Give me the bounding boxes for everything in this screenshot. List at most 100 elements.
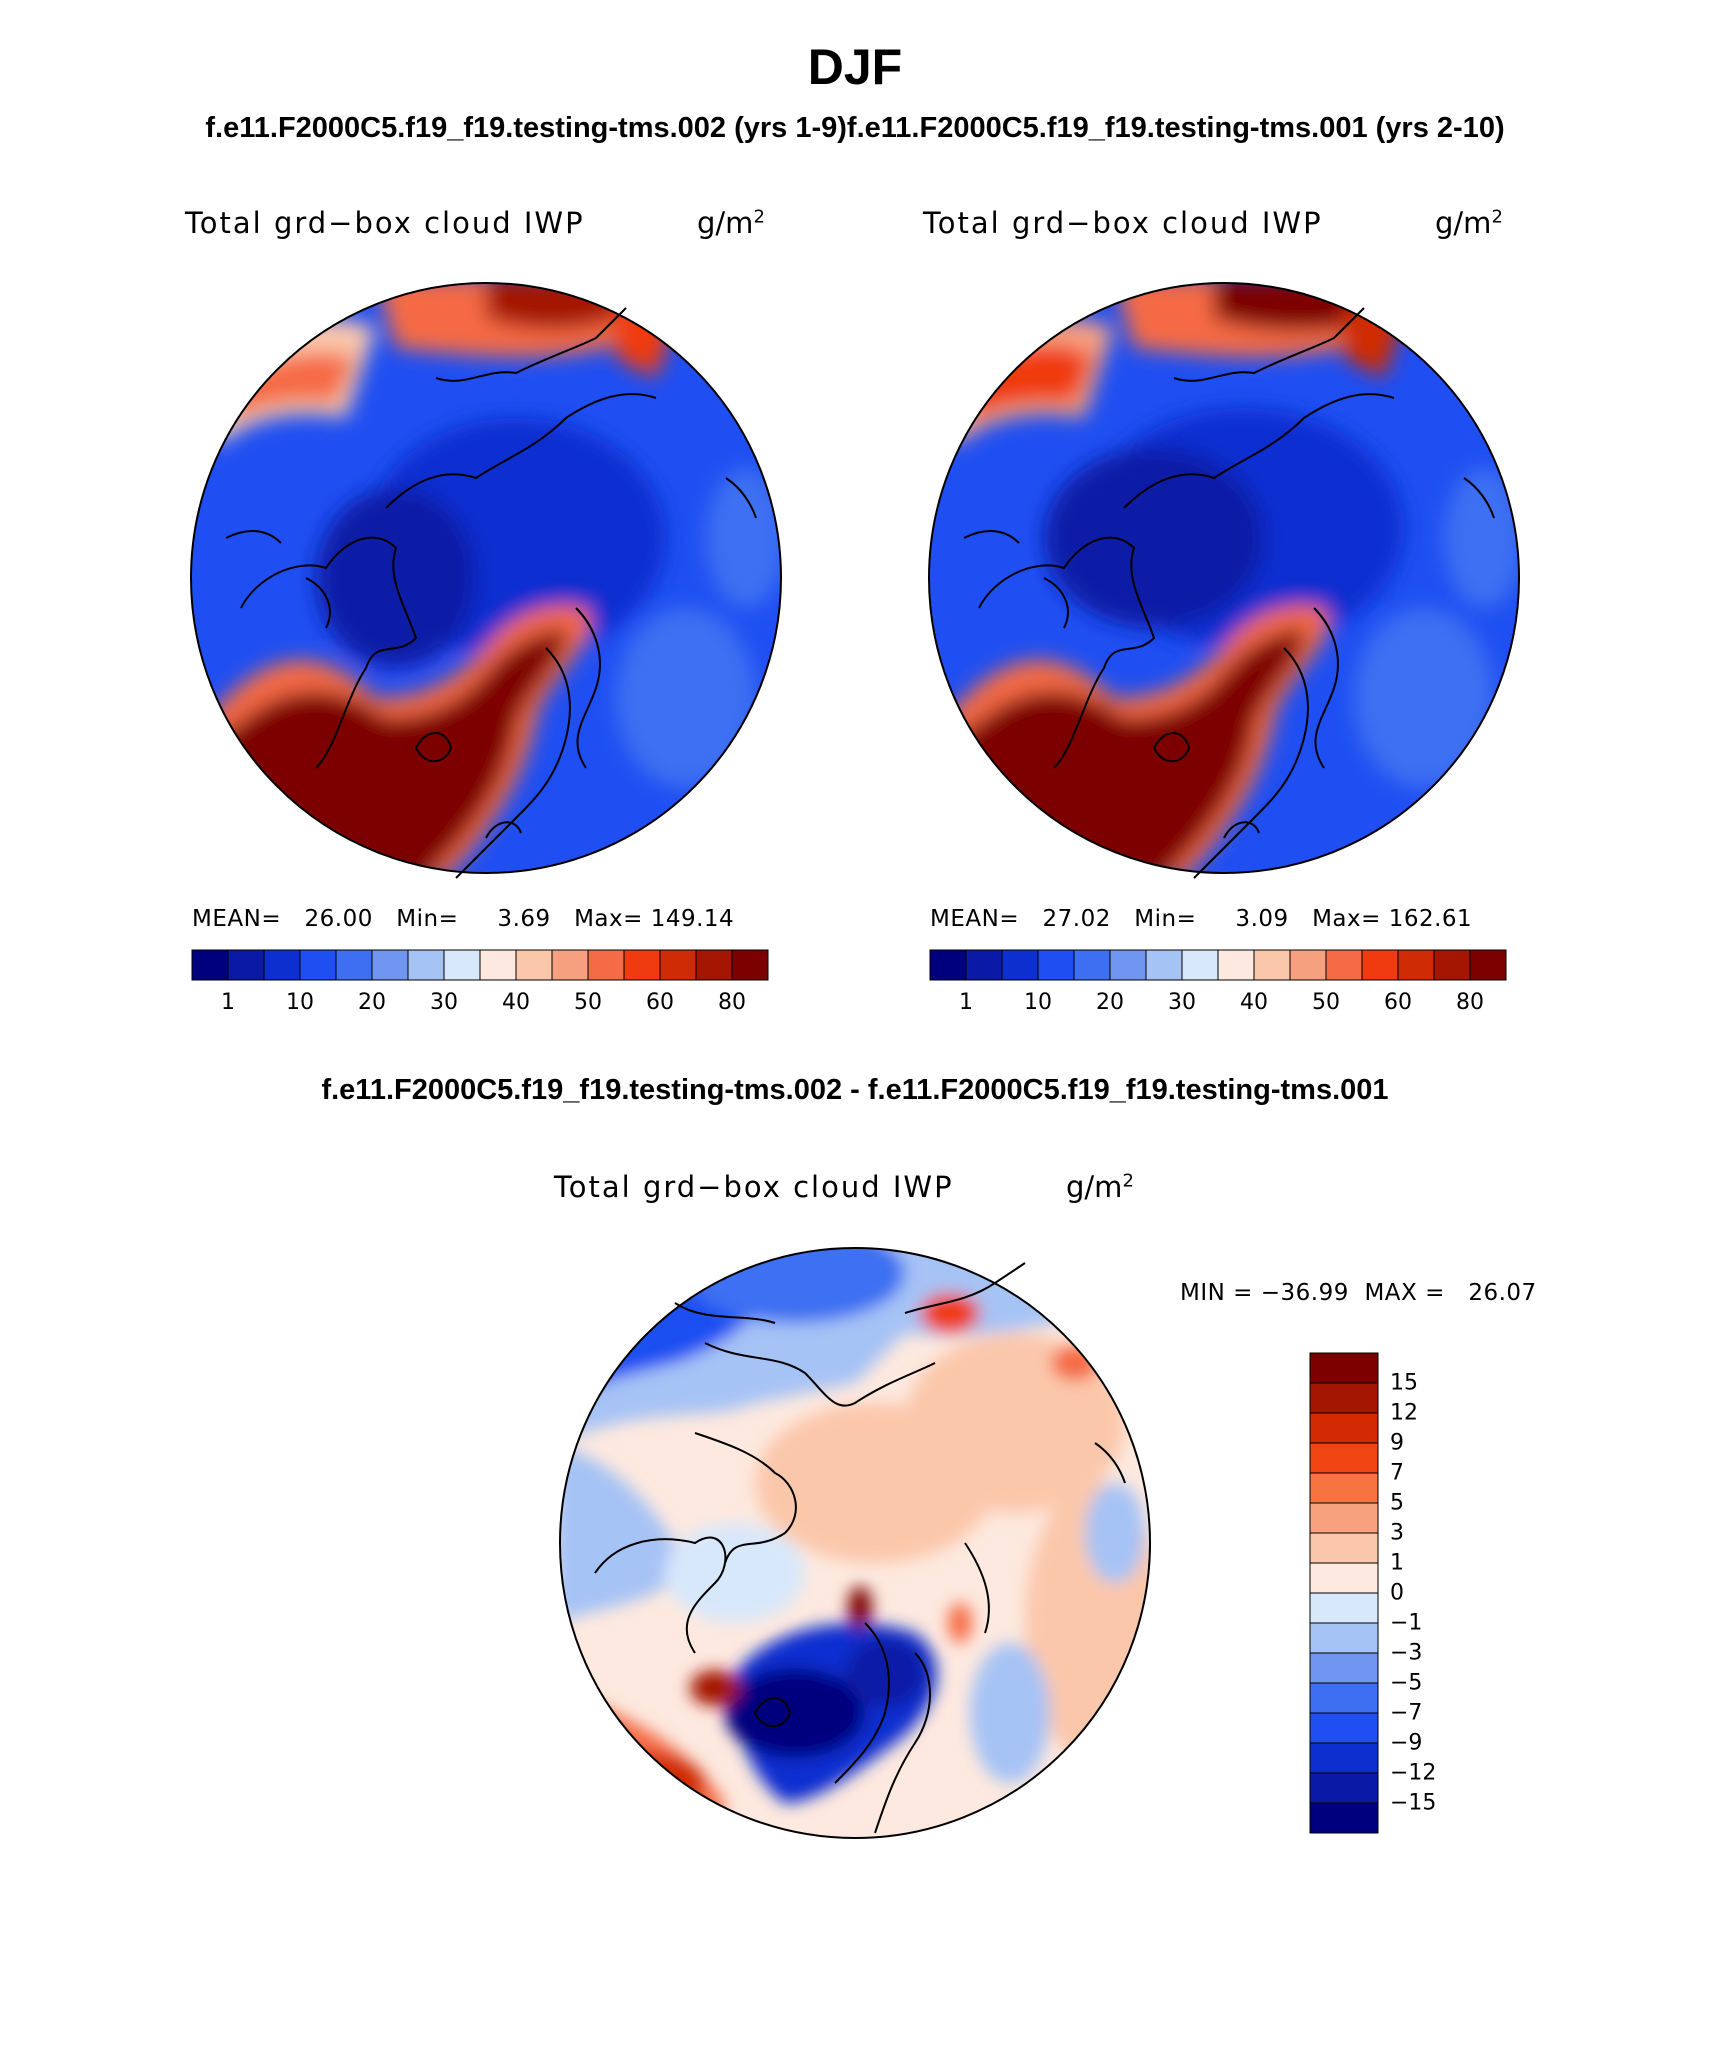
panel2-coastlines xyxy=(963,307,1495,879)
diff-colorbar-tick-label: 1 xyxy=(1390,1550,1404,1576)
panel2-map-border xyxy=(928,282,1520,874)
panel2-colorbar-tick-label: 10 xyxy=(1024,990,1052,1015)
panel1-colorbar-box xyxy=(263,949,301,981)
diff-colorbar-tick-label: −1 xyxy=(1390,1610,1423,1636)
diff-colorbar-tick-label: 3 xyxy=(1390,1520,1404,1546)
diff-colorbar-tick-label: −12 xyxy=(1390,1760,1437,1786)
diff-colorbar-box xyxy=(1309,1502,1379,1534)
season-title: DJF xyxy=(807,39,903,95)
diff-colorbar-box xyxy=(1309,1682,1379,1714)
diff-colorbar-tick-label: −9 xyxy=(1390,1730,1423,1756)
diff-polar-map xyxy=(559,1247,1151,1839)
diff-colorbar-tick-label: −5 xyxy=(1390,1670,1423,1696)
diff-colorbar-box xyxy=(1309,1742,1379,1774)
panel1-colorbar-tick-label: 50 xyxy=(574,990,602,1015)
diff-unit-label: g/m2 xyxy=(1066,1170,1134,1204)
panel1-colorbar-box xyxy=(515,949,553,981)
panel1-polar-map xyxy=(190,282,782,879)
panel2-colorbar-ticks: 1 10 20 30 40 50 60 80 xyxy=(930,990,1506,1020)
panel1-colorbar-box xyxy=(479,949,517,981)
panel1-colorbar-box xyxy=(587,949,625,981)
panel2-colorbar-box xyxy=(1073,949,1111,981)
diff-stats: MIN = −36.99 MAX = 26.07 xyxy=(1180,1280,1537,1306)
panel2-colorbar-box xyxy=(1001,949,1039,981)
diff-colorbar-tick-label: 9 xyxy=(1390,1430,1404,1456)
panel2-colorbar-box xyxy=(929,949,967,981)
panel2-colorbar xyxy=(929,949,1507,981)
panel2-colorbar-tick-label: 80 xyxy=(1456,990,1484,1015)
panel1-colorbar-box xyxy=(659,949,697,981)
panel1-colorbar xyxy=(191,949,769,981)
diff-colorbar-tick-label: 5 xyxy=(1390,1490,1404,1516)
panel2-colorbar-box xyxy=(1145,949,1183,981)
panel2-colorbar-box xyxy=(1217,949,1255,981)
panel1-colorbar-box xyxy=(335,949,373,981)
panel2-colorbar-box xyxy=(1253,949,1291,981)
diff-colorbar-tick-label: 12 xyxy=(1390,1400,1418,1426)
diff-map-border xyxy=(559,1247,1151,1839)
diff-colorbar-box xyxy=(1309,1802,1379,1834)
panel1-archipelago-low xyxy=(316,488,476,668)
panel2-colorbar-box xyxy=(1469,949,1507,981)
panel1-colorbar-tick-label: 80 xyxy=(718,990,746,1015)
panel1-colorbar-box xyxy=(371,949,409,981)
diff-colorbar-tick-label: 7 xyxy=(1390,1460,1404,1486)
diff-colorbar-tick-label: −7 xyxy=(1390,1700,1423,1726)
panel2-colorbar-box xyxy=(1181,949,1219,981)
panel1-colorbar-tick-label: 20 xyxy=(358,990,386,1015)
panel2-colorbar-tick-label: 40 xyxy=(1240,990,1268,1015)
panel1-colorbar-tick-label: 1 xyxy=(221,990,235,1015)
panel1-colorbar-tick-label: 40 xyxy=(502,990,530,1015)
panel2-colorbar-box xyxy=(965,949,1003,981)
panel1-colorbar-box xyxy=(551,949,589,981)
case-titles: f.e11.F2000C5.f19_f19.testing-tms.002 (y… xyxy=(205,112,1505,144)
panel1-colorbar-tick-label: 10 xyxy=(286,990,314,1015)
panel2-colorbar-box xyxy=(1289,949,1327,981)
diff-colorbar-box xyxy=(1309,1442,1379,1474)
panel1-colorbar-box xyxy=(695,949,733,981)
diff-colorbar xyxy=(1309,1352,1379,1834)
panel1-colorbar-tick-label: 60 xyxy=(646,990,674,1015)
diff-colorbar-box xyxy=(1309,1712,1379,1744)
diff-colorbar-box xyxy=(1309,1622,1379,1654)
panel1-colorbar-tick-label: 30 xyxy=(430,990,458,1015)
difference-title: f.e11.F2000C5.f19_f19.testing-tms.002 - … xyxy=(321,1074,1389,1106)
diff-colorbar-tick-label: −3 xyxy=(1390,1640,1423,1666)
panel1-colorbar-box xyxy=(227,949,265,981)
panel2-colorbar-box xyxy=(1361,949,1399,981)
panel1-unit-label: g/m2 xyxy=(697,206,765,240)
panel1-coastlines xyxy=(225,307,757,879)
diff-colorbar-tick-label: 15 xyxy=(1390,1370,1418,1396)
diff-colorbar-box xyxy=(1309,1352,1379,1384)
panel2-colorbar-box xyxy=(1325,949,1363,981)
panel1-colorbar-box xyxy=(623,949,661,981)
diff-colorbar-box xyxy=(1309,1772,1379,1804)
panel1-colorbar-box xyxy=(407,949,445,981)
diff-colorbar-tick-label: −15 xyxy=(1390,1790,1437,1816)
diff-variable-label: Total grd−box cloud IWP xyxy=(554,1170,954,1204)
panel1-colorbar-ticks: 1 10 20 30 40 50 60 80 xyxy=(192,990,768,1020)
panel1-colorbar-box xyxy=(731,949,769,981)
panel1-stats: MEAN= 26.00 Min= 3.69 Max= 149.14 xyxy=(192,906,735,932)
panel2-polar-map xyxy=(928,282,1520,879)
diff-colorbar-box xyxy=(1309,1472,1379,1504)
panel1-colorbar-box xyxy=(191,949,229,981)
panel1-colorbar-box xyxy=(299,949,337,981)
panel2-stats: MEAN= 27.02 Min= 3.09 Max= 162.61 xyxy=(930,906,1473,932)
panel2-colorbar-box xyxy=(1397,949,1435,981)
panel2-colorbar-tick-label: 60 xyxy=(1384,990,1412,1015)
diff-colorbar-ticks: 15 12 9 7 5 3 1 0 −1 −3 −5 −7 −9 −12 −15 xyxy=(1390,1353,1470,1833)
panel2-colorbar-tick-label: 30 xyxy=(1168,990,1196,1015)
panel2-colorbar-tick-label: 20 xyxy=(1096,990,1124,1015)
panel2-colorbar-box xyxy=(1109,949,1147,981)
panel1-colorbar-box xyxy=(443,949,481,981)
diff-colorbar-box xyxy=(1309,1412,1379,1444)
diff-coastlines xyxy=(594,1262,1126,1834)
diff-colorbar-tick-label: 0 xyxy=(1390,1580,1404,1606)
panel2-unit-label: g/m2 xyxy=(1435,206,1503,240)
panel2-colorbar-tick-label: 50 xyxy=(1312,990,1340,1015)
diff-colorbar-box xyxy=(1309,1532,1379,1564)
diff-colorbar-box xyxy=(1309,1592,1379,1624)
panel2-variable-label: Total grd−box cloud IWP xyxy=(923,206,1323,240)
panel1-variable-label: Total grd−box cloud IWP xyxy=(185,206,585,240)
